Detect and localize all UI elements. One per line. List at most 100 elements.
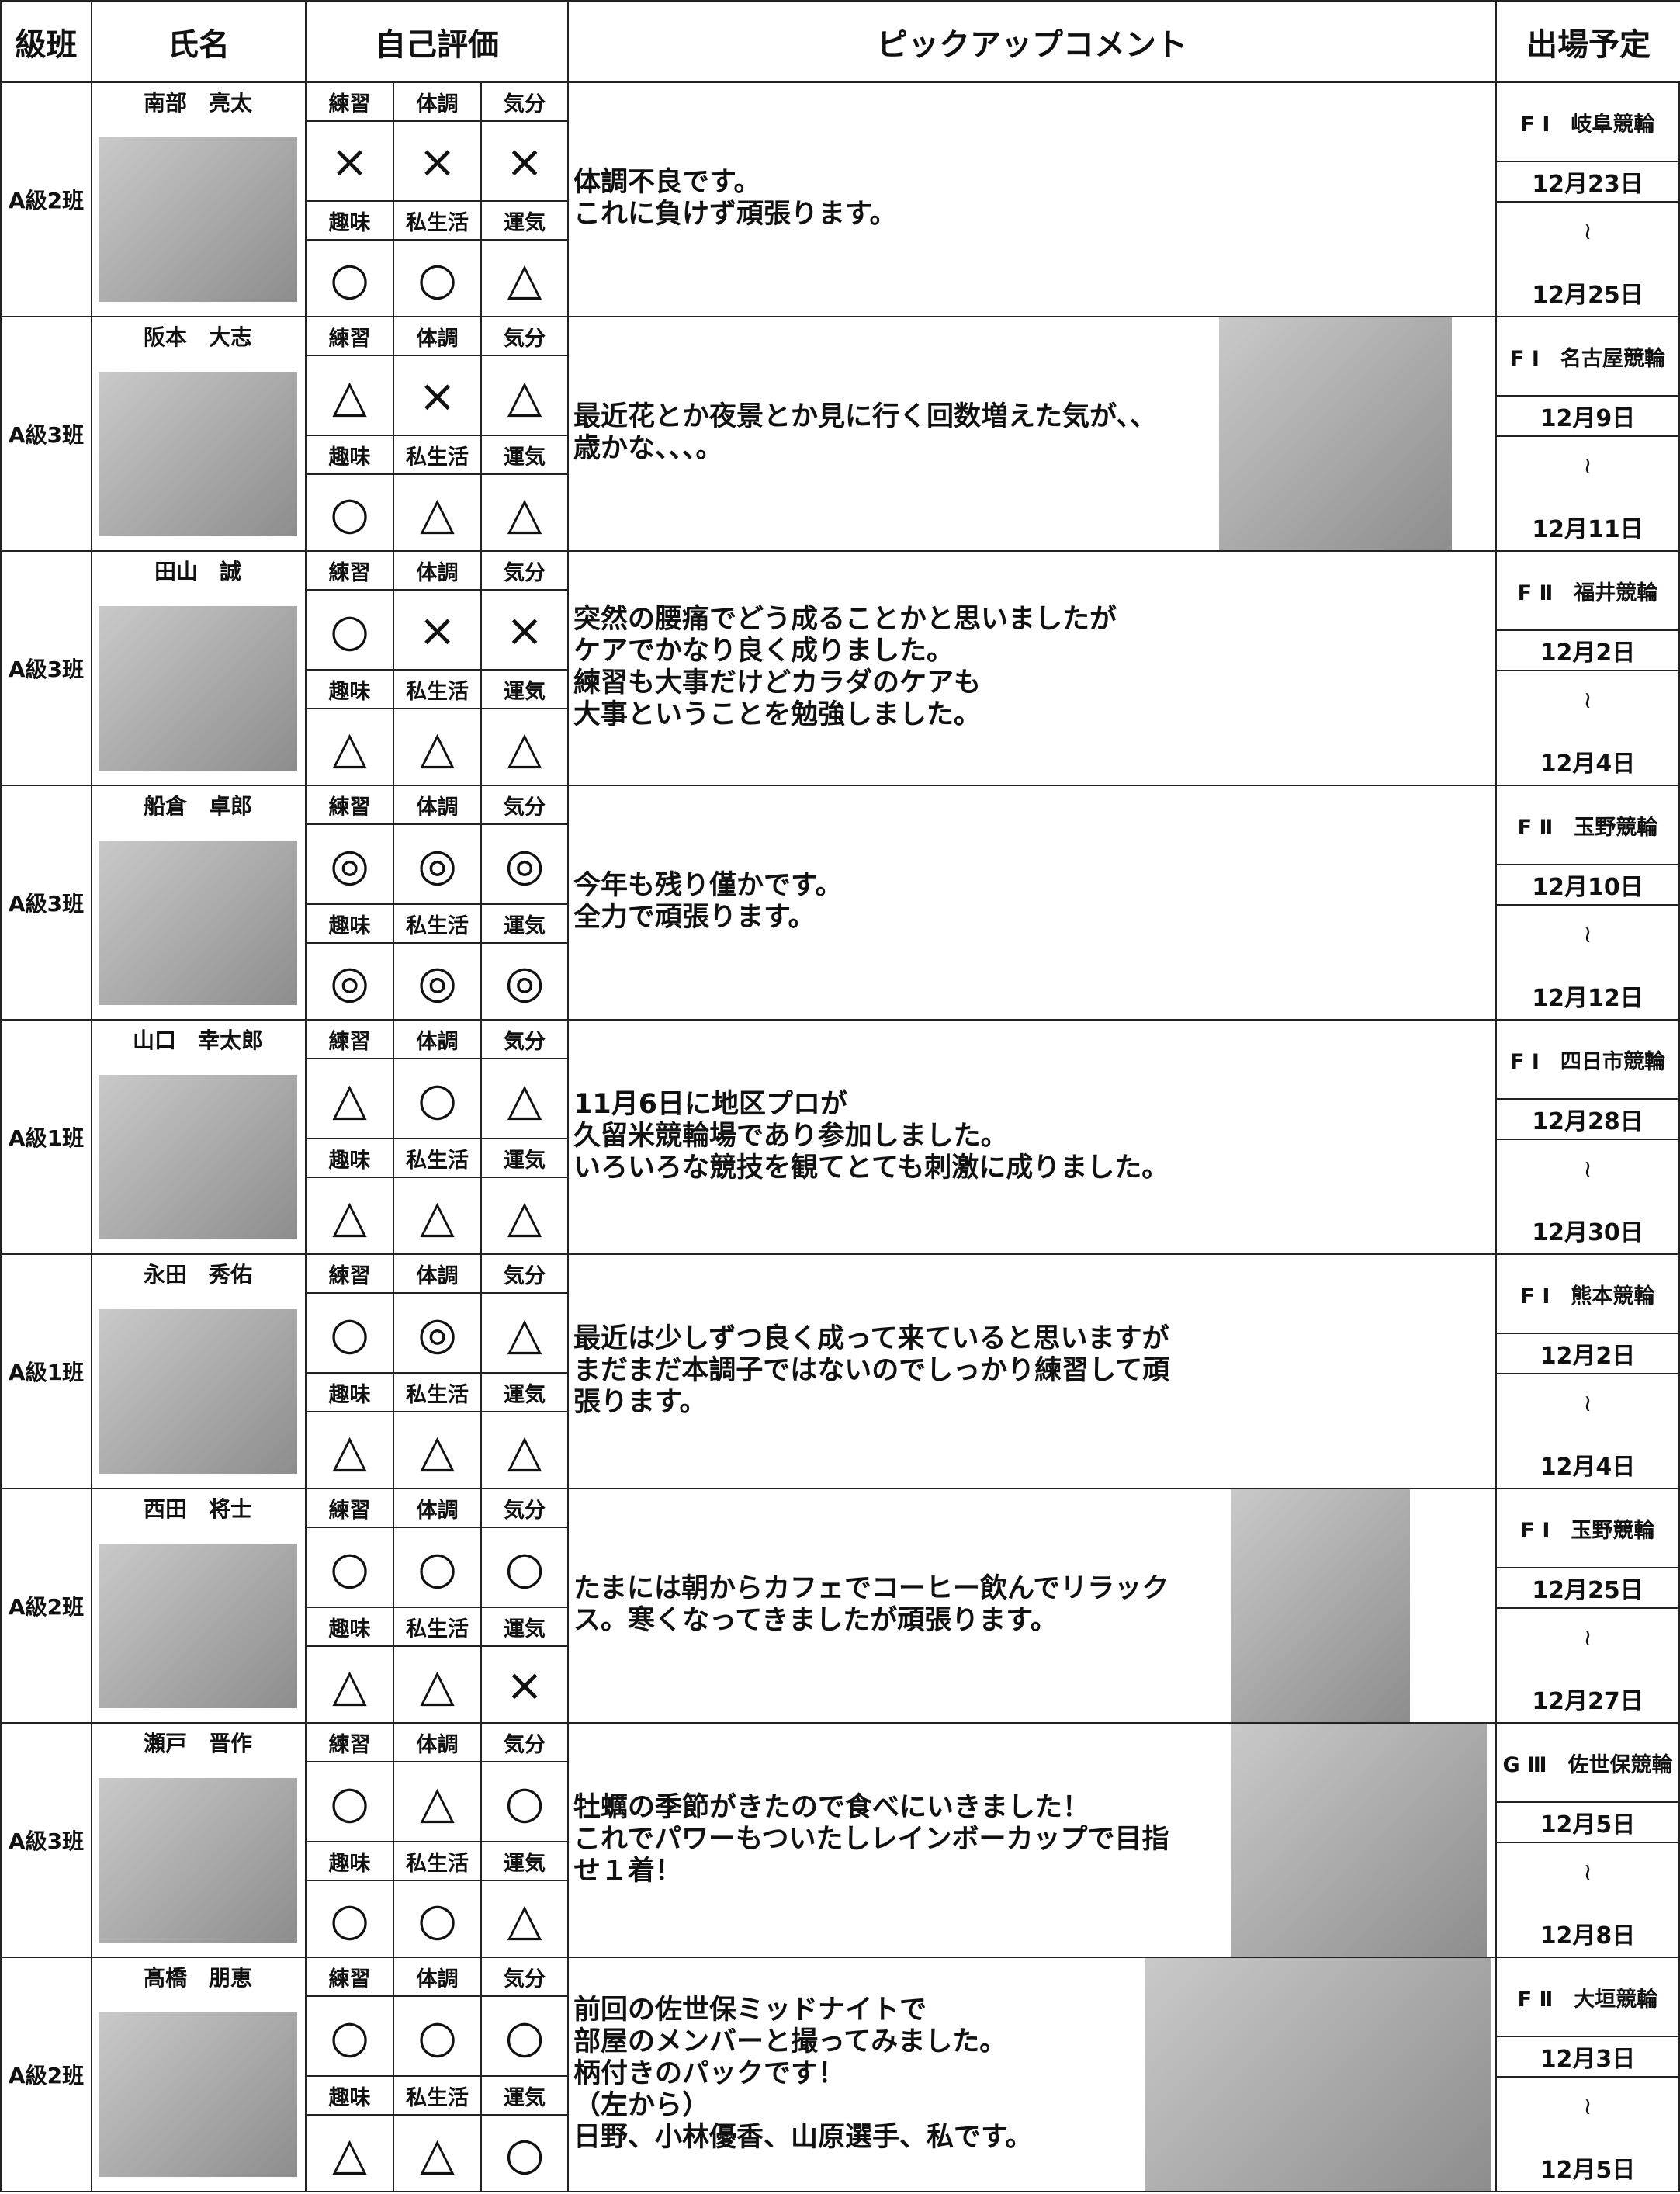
rating-label: 体調: [393, 1957, 482, 1997]
race-name: F Ⅰ 玉野競輪: [1495, 1488, 1680, 1568]
grade-cell: A級2班: [0, 81, 92, 317]
race-end: 12月12日: [1532, 985, 1644, 1012]
comment-line: 大事ということを勉強しました。: [573, 699, 982, 730]
rating-symbol: ○: [480, 1527, 569, 1608]
rating-symbol: ○: [393, 1880, 482, 1958]
rating-label: 私生活: [393, 200, 482, 241]
rating-label: 練習: [305, 1722, 394, 1762]
rating-label: 運気: [480, 669, 569, 709]
player-name: 髙橋 朋恵: [143, 1965, 252, 1991]
rating-label: 練習: [305, 1957, 394, 1997]
race-sep: ≀: [1583, 2093, 1592, 2120]
rating-label: 練習: [305, 550, 394, 591]
player-photo: [99, 372, 297, 536]
comment-photo: [1145, 1958, 1491, 2191]
grade-cell: A級3班: [0, 550, 92, 786]
rating-label: 気分: [480, 785, 569, 825]
race-name: F Ⅱ 玉野競輪: [1495, 785, 1680, 865]
race-end: 12月8日: [1540, 1922, 1636, 1950]
race-sep: ≀: [1583, 452, 1592, 480]
rating-label: 私生活: [393, 2075, 482, 2116]
rating-label: 練習: [305, 1488, 394, 1528]
comment-line: 日野、小林優香、山原選手、私です。: [573, 2121, 1033, 2153]
rating-symbol: △: [480, 1411, 569, 1489]
comment-line: 全力で頑張ります。: [573, 902, 816, 933]
race-start: 12月2日: [1495, 629, 1680, 671]
rating-label: 体調: [393, 785, 482, 825]
rating-label: 趣味: [305, 1138, 394, 1178]
rating-symbol: △: [305, 708, 394, 786]
rating-label: 体調: [393, 1253, 482, 1294]
rating-label: 気分: [480, 1019, 569, 1059]
rating-symbol: △: [305, 1411, 394, 1489]
rating-symbol: ◎: [393, 942, 482, 1021]
comment-line: 最近は少しずつ良く成って来ていると思いますが: [573, 1322, 1169, 1354]
player-name: 船倉 卓郎: [143, 793, 252, 819]
comment-line: 柄付きのパックです！: [573, 2057, 846, 2089]
rating-label: 趣味: [305, 903, 394, 944]
race-end: 12月25日: [1532, 282, 1644, 309]
rating-label: 体調: [393, 1019, 482, 1059]
race-sep: ≀: [1583, 1624, 1592, 1652]
rating-symbol: ×: [480, 120, 569, 202]
comment-line: これでパワーもついたしレインボーカップで目指: [573, 1823, 1169, 1855]
player-name: 阪本 大志: [143, 324, 252, 350]
comment-line: 突然の腰痛でどう成ることかと思いましたが: [573, 604, 1117, 635]
rating-symbol: △: [480, 708, 569, 786]
rating-symbol: ×: [393, 120, 482, 202]
comment-line: 最近花とか夜景とか見に行く回数増えた気が、、: [573, 401, 1157, 432]
rating-symbol: △: [393, 1645, 482, 1724]
player-name: 瀬戸 晋作: [143, 1731, 252, 1756]
rating-label: 私生活: [393, 1372, 482, 1412]
comment-line: 牡蠣の季節がきたので食べにいきました！: [573, 1791, 1090, 1823]
comment-line: たまには朝からカフェでコーヒー飲んでリラック: [573, 1573, 1169, 1604]
rating-label: 練習: [305, 785, 394, 825]
rating-label: 体調: [393, 1488, 482, 1528]
grade-cell: A級3班: [0, 785, 92, 1021]
comment-photo: [1231, 1489, 1410, 1722]
rating-label: 趣味: [305, 200, 394, 241]
race-end: 12月4日: [1540, 750, 1636, 778]
race-end: 12月27日: [1532, 1688, 1644, 1715]
grade-cell: A級3班: [0, 316, 92, 552]
rating-label: 気分: [480, 550, 569, 591]
grade-cell: A級2班: [0, 1488, 92, 1724]
player-name: 南部 亮太: [143, 90, 252, 116]
race-sep: ≀: [1583, 687, 1592, 714]
race-start: 12月2日: [1495, 1333, 1680, 1374]
race-sep: ≀: [1583, 921, 1592, 948]
comment-line: これに負けず頑張ります。: [573, 199, 897, 230]
rating-symbol: △: [305, 355, 394, 436]
race-start: 12月3日: [1495, 2036, 1680, 2078]
race-end: 12月30日: [1532, 1219, 1644, 1246]
rating-symbol: △: [393, 1761, 482, 1842]
rating-symbol: △: [305, 1177, 394, 1255]
rating-symbol: △: [480, 1058, 569, 1139]
player-photo: [99, 137, 297, 302]
rating-label: 体調: [393, 550, 482, 591]
player-photo: [99, 1309, 297, 1474]
rating-label: 運気: [480, 2075, 569, 2116]
rating-symbol: △: [305, 1058, 394, 1139]
race-sep: ≀: [1583, 218, 1592, 245]
rating-symbol: ○: [305, 473, 394, 552]
race-name: F Ⅰ 名古屋競輪: [1495, 316, 1680, 397]
player-photo: [99, 1544, 297, 1708]
rating-symbol: ○: [305, 1527, 394, 1608]
rating-label: 私生活: [393, 1138, 482, 1178]
rating-symbol: △: [305, 1645, 394, 1724]
race-start: 12月5日: [1495, 1801, 1680, 1843]
rating-symbol: ○: [393, 1995, 482, 2077]
rating-label: 運気: [480, 1841, 569, 1881]
header-cell: ピックアップコメント: [567, 0, 1497, 83]
header-cell: 自己評価: [305, 0, 569, 83]
comment-line: いろいろな競技を観てとても刺激に成りました。: [573, 1152, 1169, 1184]
rating-symbol: △: [393, 1177, 482, 1255]
comment-photo: [1231, 1724, 1487, 1957]
rating-symbol: ○: [305, 1880, 394, 1958]
rating-symbol: ◎: [305, 942, 394, 1021]
rating-label: 練習: [305, 81, 394, 122]
rating-label: 気分: [480, 1488, 569, 1528]
rating-symbol: △: [480, 355, 569, 436]
comment-line: 11月6日に地区プロが: [573, 1088, 848, 1120]
